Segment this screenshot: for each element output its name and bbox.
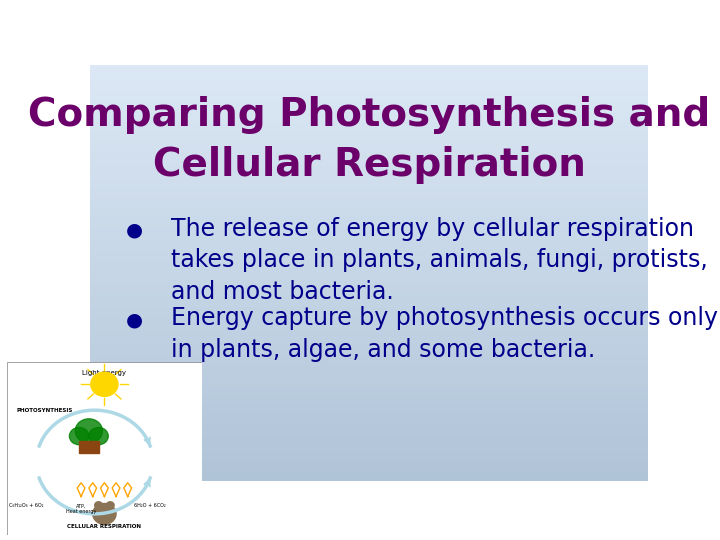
Text: Comparing Photosynthesis and: Comparing Photosynthesis and (28, 96, 710, 134)
Bar (79, 441, 99, 454)
Circle shape (107, 502, 114, 509)
Text: 6H₂O + 6CO₂: 6H₂O + 6CO₂ (134, 503, 166, 509)
Circle shape (91, 372, 118, 396)
Text: The release of energy by cellular respiration
takes place in plants, animals, fu: The release of energy by cellular respir… (171, 217, 708, 304)
FancyBboxPatch shape (7, 362, 202, 535)
Text: Cellular Respiration: Cellular Respiration (153, 146, 585, 184)
Circle shape (76, 419, 102, 443)
Circle shape (89, 428, 108, 445)
Text: CELLULAR RESPIRATION: CELLULAR RESPIRATION (68, 524, 141, 529)
Text: Light energy: Light energy (82, 370, 127, 376)
Text: C₆H₁₂O₆ + 6O₂: C₆H₁₂O₆ + 6O₂ (9, 503, 44, 509)
Circle shape (95, 502, 102, 509)
Circle shape (69, 428, 89, 445)
Text: ●: ● (126, 310, 143, 329)
Text: ATP,
Heat energy: ATP, Heat energy (66, 503, 96, 514)
Text: ●: ● (126, 221, 143, 240)
Text: Energy capture by photosynthesis occurs only
in plants, algae, and some bacteria: Energy capture by photosynthesis occurs … (171, 306, 718, 362)
Text: PHOTOSYNTHESIS: PHOTOSYNTHESIS (17, 408, 73, 414)
Circle shape (93, 503, 116, 524)
